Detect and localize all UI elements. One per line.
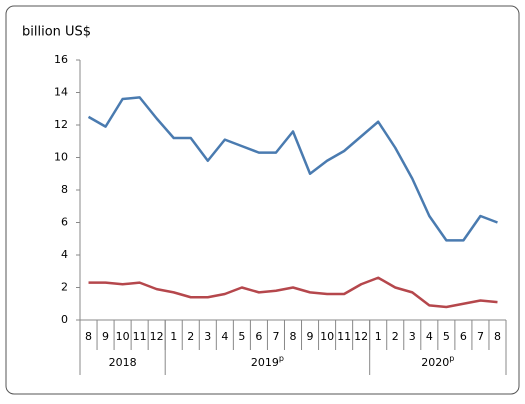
- x-tick-label: 1: [170, 330, 177, 343]
- x-tick-label: 10: [116, 330, 130, 343]
- group-superscript: p: [449, 354, 454, 363]
- x-tick-label: 8: [290, 330, 297, 343]
- x-tick-label: 6: [460, 330, 467, 343]
- x-tick-label: 9: [102, 330, 109, 343]
- series-line: [88, 276, 498, 309]
- y-tick-label: 14: [54, 86, 68, 99]
- x-tick-label: 12: [150, 330, 164, 343]
- x-tick-label: 6: [255, 330, 262, 343]
- x-tick-label: 3: [409, 330, 416, 343]
- group-superscript: p: [279, 354, 284, 363]
- x-tick-label: 11: [337, 330, 351, 343]
- x-tick-label: 7: [272, 330, 279, 343]
- x-tick-label: 4: [426, 330, 433, 343]
- group-label: 2020p: [421, 354, 454, 370]
- x-tick-label: 11: [133, 330, 147, 343]
- y-tick-label: 0: [61, 313, 68, 326]
- group-year: 2020: [421, 356, 449, 369]
- y-tick-label: 10: [54, 151, 68, 164]
- chart-title: billion US$: [22, 25, 91, 40]
- y-tick-label: 6: [61, 216, 68, 229]
- chart-border: [5, 5, 520, 395]
- x-tick-label: 12: [354, 330, 368, 343]
- x-tick-label: 9: [307, 330, 314, 343]
- group-label: 2019p: [251, 354, 284, 370]
- x-tick-label: 3: [204, 330, 211, 343]
- y-tick-label: 2: [61, 281, 68, 294]
- group-year: 2019: [251, 356, 279, 369]
- series-line: [87, 96, 498, 242]
- x-tick-label: 5: [443, 330, 450, 343]
- x-tick-label: 7: [477, 330, 484, 343]
- x-tick-label: 8: [85, 330, 92, 343]
- y-tick-label: 8: [61, 183, 68, 196]
- x-tick-label: 2: [187, 330, 194, 343]
- y-tick-label: 16: [54, 53, 68, 66]
- x-tick-label: 10: [320, 330, 334, 343]
- x-tick-label: 2: [392, 330, 399, 343]
- x-tick-label: 4: [221, 330, 228, 343]
- x-tick-label: 1: [375, 330, 382, 343]
- y-tick-label: 4: [61, 248, 68, 261]
- x-tick-label: 8: [494, 330, 501, 343]
- group-year: 2018: [109, 356, 137, 369]
- group-label: 2018: [109, 356, 137, 369]
- y-tick-label: 12: [54, 118, 68, 131]
- x-tick-label: 5: [238, 330, 245, 343]
